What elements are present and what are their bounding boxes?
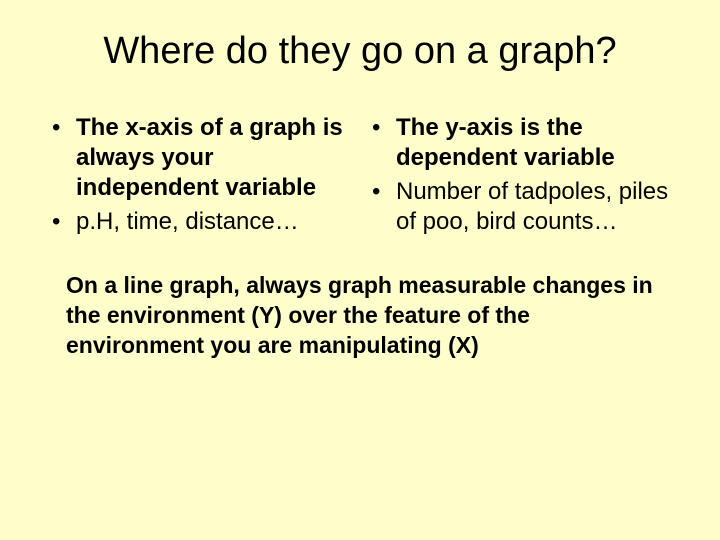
slide: Where do they go on a graph? • The x-axi… [0,0,720,540]
left-column: • The x-axis of a graph is always your i… [50,113,350,241]
bullet-icon: • [50,207,76,237]
bullet-text: Number of tadpoles, piles of poo, bird c… [396,177,670,237]
bullet-icon: • [50,113,76,143]
list-item: • The x-axis of a graph is always your i… [50,113,350,203]
bullet-text: The y-axis is the dependent variable [396,113,670,173]
bullet-text: The x-axis of a graph is always your ind… [76,113,350,203]
bullet-text: p.H, time, distance… [76,207,350,237]
slide-title: Where do they go on a graph? [50,30,670,73]
bullet-icon: • [370,177,396,207]
content-columns: • The x-axis of a graph is always your i… [50,113,670,241]
bullet-icon: • [370,113,396,143]
list-item: • p.H, time, distance… [50,207,350,237]
list-item: • The y-axis is the dependent variable [370,113,670,173]
list-item: • Number of tadpoles, piles of poo, bird… [370,177,670,237]
footer-paragraph: On a line graph, always graph measurable… [66,271,660,361]
right-column: • The y-axis is the dependent variable •… [370,113,670,241]
